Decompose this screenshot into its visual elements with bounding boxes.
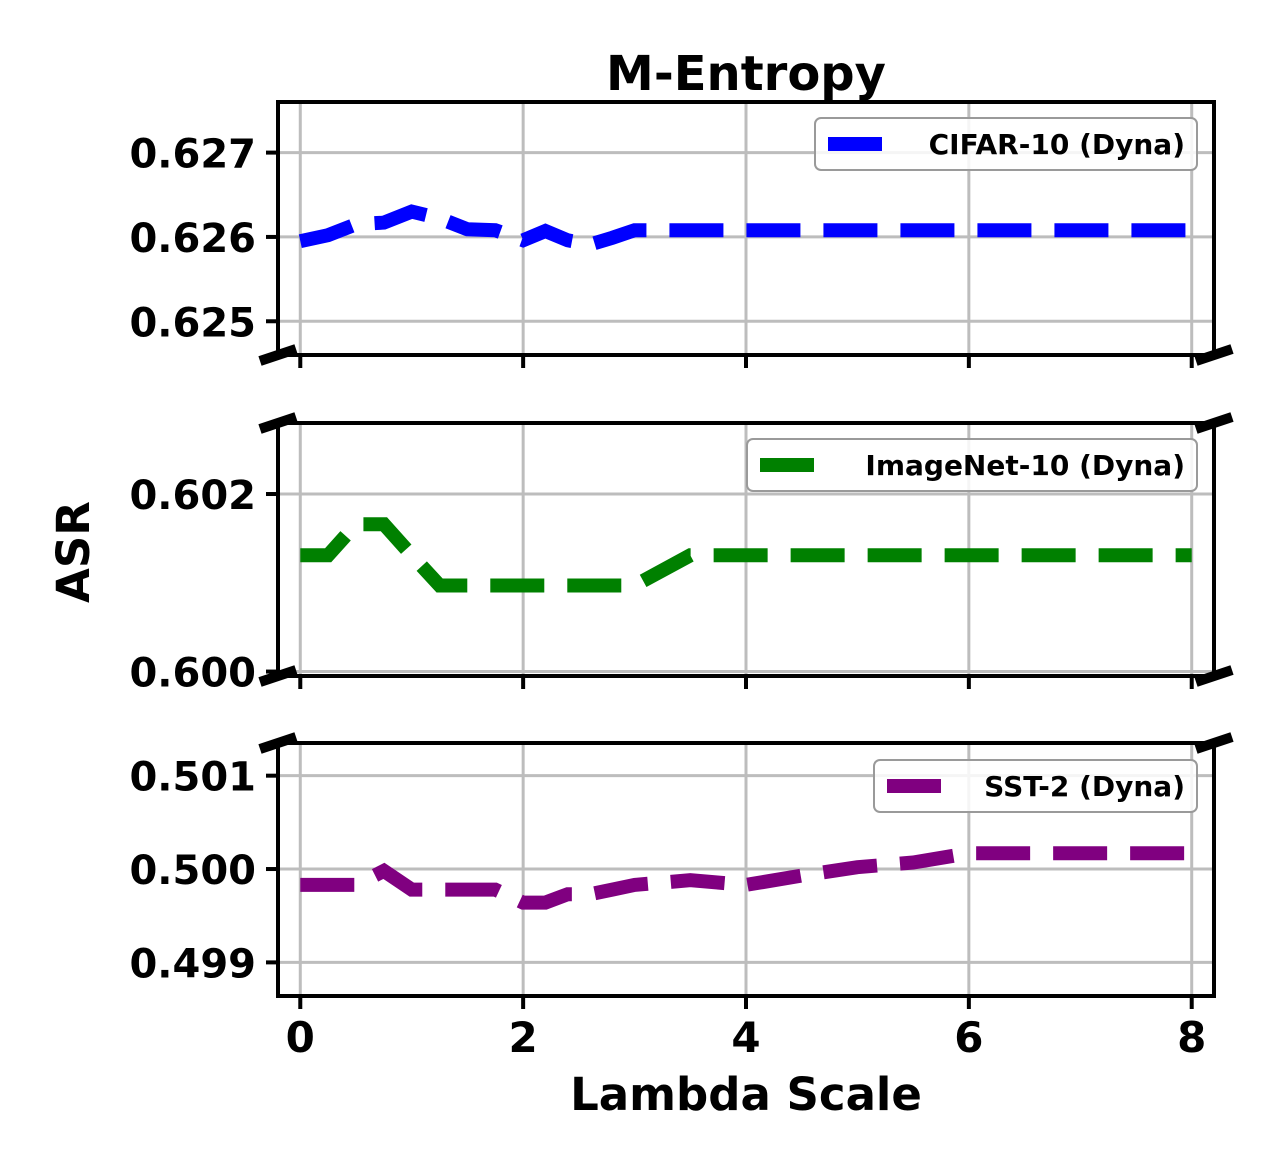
legend: ImageNet-10 (Dyna) <box>746 438 1198 492</box>
axis-break-mark <box>258 344 298 366</box>
y-tick-label: 0.600 <box>129 651 256 697</box>
y-tick-label: 0.499 <box>129 941 256 987</box>
axis-break-mark <box>258 665 298 687</box>
y-axis-label: ASR <box>47 501 100 603</box>
legend-frame <box>873 759 1198 813</box>
legend-frame <box>814 117 1198 171</box>
legend: SST-2 (Dyna) <box>873 759 1198 813</box>
y-tick-label: 0.627 <box>129 132 256 178</box>
x-tick-label: 2 <box>509 1013 538 1062</box>
axis-break-mark <box>1194 732 1234 754</box>
axis-break-mark <box>258 412 298 434</box>
series-line-sst-2-dyna <box>300 846 1192 910</box>
legend-label: ImageNet-10 (Dyna) <box>865 449 1185 482</box>
x-tick-label: 6 <box>954 1013 983 1062</box>
x-tick-label: 4 <box>731 1013 760 1062</box>
legend: CIFAR-10 (Dyna) <box>814 117 1198 171</box>
axis-break-mark <box>258 732 298 754</box>
subplot-panel-1: 0.625 0.626 0.627 CIFAR-10 (Dyna) <box>129 100 1234 368</box>
x-tick-label: 0 <box>286 1013 315 1062</box>
axis-break-mark <box>1194 344 1234 366</box>
axis-break-mark <box>1194 665 1234 687</box>
series-line-imagenet-10-dyna <box>300 517 1192 593</box>
legend-label: CIFAR-10 (Dyna) <box>929 128 1185 161</box>
subplot-panel-2: 0.600 0.602 ImageNet-10 (Dyna) <box>129 412 1234 697</box>
legend-frame <box>746 438 1198 492</box>
axis-break-mark <box>1194 412 1234 434</box>
y-tick-label: 0.602 <box>129 473 256 519</box>
legend-label: SST-2 (Dyna) <box>984 770 1185 803</box>
subplot-panel-3: 0.499 0.500 0.501 SST-2 (Dyna) <box>129 732 1234 1009</box>
y-tick-label: 0.626 <box>129 216 256 262</box>
x-axis-label: Lambda Scale <box>570 1068 922 1121</box>
y-tick-label: 0.625 <box>129 300 256 346</box>
y-tick-label: 0.501 <box>129 755 256 801</box>
x-tick-label: 8 <box>1177 1013 1206 1062</box>
series-line-cifar-10-dyna <box>298 204 1192 252</box>
chart-title: M-Entropy <box>606 46 886 102</box>
y-tick-label: 0.500 <box>129 848 256 894</box>
